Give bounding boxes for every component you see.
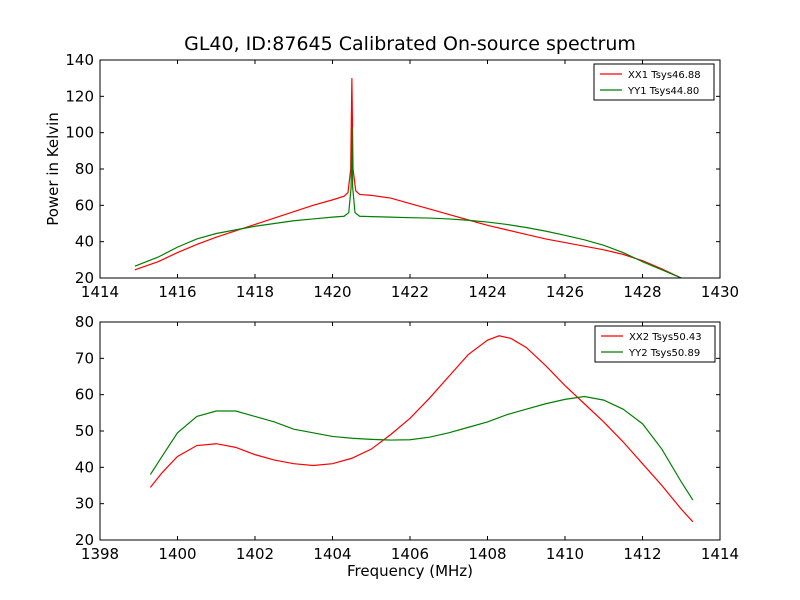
x-axis-label: Frequency (MHz) [346,562,474,580]
legend-label: YY1 Tsys44.80 [627,86,699,97]
legend-box [593,63,715,101]
x-tick-label: 1428 [623,283,661,301]
y-tick-label: 80 [75,160,94,178]
x-tick-label: 1410 [546,545,584,563]
x-tick-label: 1414 [701,545,739,563]
x-tick-label: 1398 [81,545,119,563]
y-tick-label: 100 [65,124,94,142]
x-tick-label: 1424 [468,283,506,301]
series-line-2 [149,395,694,501]
series-line-1 [134,78,682,278]
y-tick-label: 70 [75,349,94,367]
y-tick-label: 30 [75,495,94,513]
legend-label: YY2 Tsys50.89 [628,348,700,359]
legend: XX1 Tsys46.88 YY1 Tsys44.80 [593,63,715,101]
x-tick-label: 1426 [546,283,584,301]
y-tick-label: 40 [75,233,94,251]
legend-label: XX2 Tsys50.43 [629,332,702,343]
y-tick-label: 20 [75,269,94,287]
x-tick-label: 1400 [158,545,196,563]
y-tick-label: 60 [75,386,94,404]
series-line-2 [134,127,682,278]
legend-box [594,325,716,363]
x-tick-label: 1422 [391,283,429,301]
x-tick-label: 1408 [468,545,506,563]
subplot-2: 1398 1400 1402 1404 1406 1408 1410 1412 1414 20 30… [75,313,739,563]
x-tick-label: 1404 [313,545,351,563]
x-tick-label: 1402 [236,545,274,563]
x-tick-label: 1406 [391,545,429,563]
y-tick-label: 60 [75,196,94,214]
y-tick-label: 140 [65,51,94,69]
x-tick-label: 1414 [81,283,119,301]
series-line-1 [149,335,694,523]
y-tick-label: 50 [75,422,94,440]
y-tick-label: 80 [75,313,94,331]
x-tick-label: 1412 [623,545,661,563]
x-tick-label: 1430 [701,283,739,301]
y-tick-label: 20 [75,531,94,549]
y-tick-label: 120 [65,87,94,105]
y-tick-label: 40 [75,458,94,476]
legend: XX2 Tsys50.43 YY2 Tsys50.89 [594,325,716,363]
x-tick-label: 1418 [236,283,274,301]
x-tick-label: 1420 [313,283,351,301]
legend-label: XX1 Tsys46.88 [628,70,701,81]
chart-title: GL40, ID:87645 Calibrated On-source spec… [184,33,636,55]
x-tick-label: 1416 [158,283,196,301]
subplot-1: 1414 1416 1418 1420 1422 1424 1426 1428 1430 20 40… [65,51,739,301]
